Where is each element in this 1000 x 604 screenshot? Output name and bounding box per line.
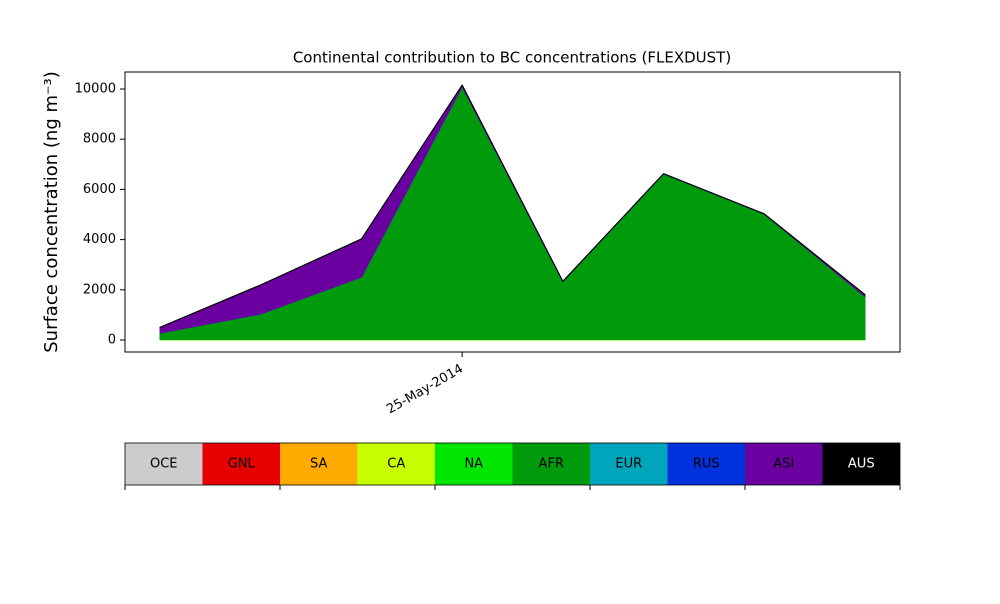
legend-label: GNL [228, 457, 256, 472]
legend-label: EUR [615, 457, 642, 472]
legend-label: OCE [150, 457, 178, 472]
plot-area [160, 85, 865, 340]
y-axis-label: Surface concentration (ng m⁻³) [41, 71, 62, 353]
legend-label: RUS [693, 457, 720, 472]
y-tick-label: 6000 [83, 182, 116, 197]
legend-label: CA [387, 457, 405, 472]
chart-title: Continental contribution to BC concentra… [293, 49, 731, 67]
y-tick-label: 0 [108, 333, 116, 348]
legend: OCE GNL SA CA NA AFR EUR RUS ASI AUS [125, 443, 900, 485]
y-tick-label: 2000 [83, 282, 116, 297]
colorbar-ticks [125, 485, 900, 490]
y-tick-label: 4000 [83, 232, 116, 247]
legend-label: NA [464, 457, 483, 472]
y-tick-label: 8000 [83, 132, 116, 147]
x-tick-label: 25-May-2014 [384, 362, 466, 418]
legend-label: SA [310, 457, 327, 472]
legend-label: AFR [539, 457, 564, 472]
legend-label: ASI [773, 457, 794, 472]
legend-label: AUS [848, 457, 875, 472]
y-tick-label: 10000 [75, 81, 116, 96]
